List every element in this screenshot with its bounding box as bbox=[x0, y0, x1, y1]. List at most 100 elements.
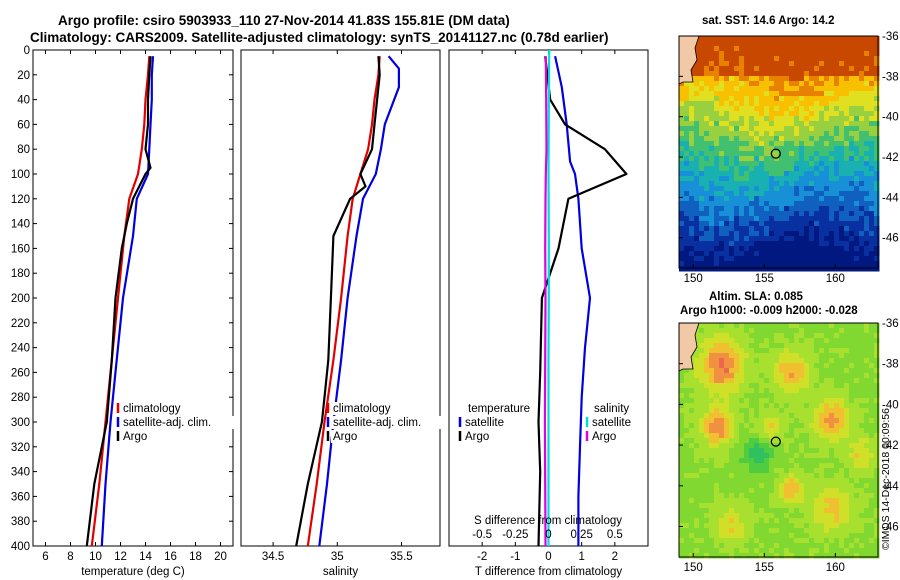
map-cell bbox=[739, 433, 745, 439]
map-cell bbox=[779, 126, 785, 132]
map-cell bbox=[714, 448, 720, 454]
map-cell bbox=[749, 56, 755, 62]
map-cell bbox=[809, 246, 815, 252]
map-cell bbox=[679, 548, 685, 554]
map-cell bbox=[694, 91, 700, 97]
map-cell bbox=[839, 468, 845, 474]
map-cell bbox=[684, 438, 690, 444]
map-cell bbox=[824, 523, 830, 529]
map-cell bbox=[859, 226, 865, 232]
map-cell bbox=[709, 458, 715, 464]
map-cell bbox=[794, 206, 800, 212]
map-cell bbox=[789, 86, 795, 92]
map-cell bbox=[684, 196, 690, 202]
map-cell bbox=[784, 533, 790, 539]
map-cell bbox=[839, 206, 845, 212]
map-cell bbox=[749, 216, 755, 222]
map-cell bbox=[684, 171, 690, 177]
map-cell bbox=[684, 201, 690, 207]
map-cell bbox=[724, 136, 730, 142]
map-cell bbox=[714, 231, 720, 237]
map-cell bbox=[809, 261, 815, 267]
map-cell bbox=[839, 543, 845, 549]
map-cell bbox=[709, 76, 715, 82]
map-cell bbox=[804, 528, 810, 534]
map-cell bbox=[679, 196, 685, 202]
map-cell bbox=[869, 498, 875, 504]
map-cell bbox=[834, 428, 840, 434]
map-cell bbox=[709, 453, 715, 459]
map-cell bbox=[869, 36, 875, 42]
map-cell bbox=[744, 76, 750, 82]
map-cell bbox=[699, 71, 705, 77]
map-cell bbox=[694, 181, 700, 187]
map-cell bbox=[814, 393, 820, 399]
map-cell bbox=[829, 51, 835, 57]
map-cell bbox=[834, 498, 840, 504]
map-cell bbox=[694, 226, 700, 232]
map-cell bbox=[874, 51, 880, 57]
map-cell bbox=[779, 176, 785, 182]
map-cell bbox=[799, 478, 805, 484]
map-cell bbox=[719, 216, 725, 222]
map-cell bbox=[699, 266, 705, 272]
map-cell bbox=[834, 478, 840, 484]
map-cell bbox=[829, 458, 835, 464]
map-cell bbox=[824, 146, 830, 152]
map-cell bbox=[789, 413, 795, 419]
map-cell bbox=[829, 448, 835, 454]
map-cell bbox=[864, 71, 870, 77]
map-cell bbox=[799, 246, 805, 252]
map-cell bbox=[864, 453, 870, 459]
map-cell bbox=[729, 146, 735, 152]
map-cell bbox=[849, 86, 855, 92]
map-cell bbox=[729, 141, 735, 147]
map-cell bbox=[699, 66, 705, 72]
map-cell bbox=[704, 503, 710, 509]
map-cell bbox=[699, 136, 705, 142]
map-cell bbox=[784, 503, 790, 509]
map-cell bbox=[749, 338, 755, 344]
map-cell bbox=[699, 378, 705, 384]
map-cell bbox=[869, 453, 875, 459]
map-cell bbox=[844, 96, 850, 102]
map-cell bbox=[699, 91, 705, 97]
map-cell bbox=[749, 383, 755, 389]
map-cell bbox=[814, 358, 820, 364]
map-cell bbox=[869, 131, 875, 137]
map-cell bbox=[679, 266, 685, 272]
map-cell bbox=[734, 448, 740, 454]
map-cell bbox=[769, 513, 775, 519]
map-cell bbox=[869, 181, 875, 187]
map-cell bbox=[859, 543, 865, 549]
map-cell bbox=[819, 251, 825, 257]
map-cell bbox=[824, 458, 830, 464]
map-cell bbox=[694, 96, 700, 102]
map-cell bbox=[849, 261, 855, 267]
map-cell bbox=[849, 116, 855, 122]
map-cell bbox=[769, 428, 775, 434]
map-cell bbox=[739, 323, 745, 329]
map-cell bbox=[739, 428, 745, 434]
map-cell bbox=[709, 236, 715, 242]
map-cell bbox=[769, 348, 775, 354]
map-field bbox=[679, 323, 880, 559]
map-cell bbox=[739, 513, 745, 519]
map-cell bbox=[854, 266, 860, 272]
map-cell bbox=[789, 458, 795, 464]
map-cell bbox=[804, 51, 810, 57]
map-cell bbox=[774, 131, 780, 137]
map-cell bbox=[784, 383, 790, 389]
map-cell bbox=[694, 146, 700, 152]
map-cell bbox=[814, 488, 820, 494]
map-cell bbox=[794, 61, 800, 67]
map-cell bbox=[819, 236, 825, 242]
map-cell bbox=[774, 528, 780, 534]
map-cell bbox=[844, 191, 850, 197]
map-cell bbox=[809, 156, 815, 162]
map-cell bbox=[719, 206, 725, 212]
map-cell bbox=[849, 131, 855, 137]
map-cell bbox=[869, 251, 875, 257]
map-cell bbox=[729, 498, 735, 504]
map-cell bbox=[819, 333, 825, 339]
